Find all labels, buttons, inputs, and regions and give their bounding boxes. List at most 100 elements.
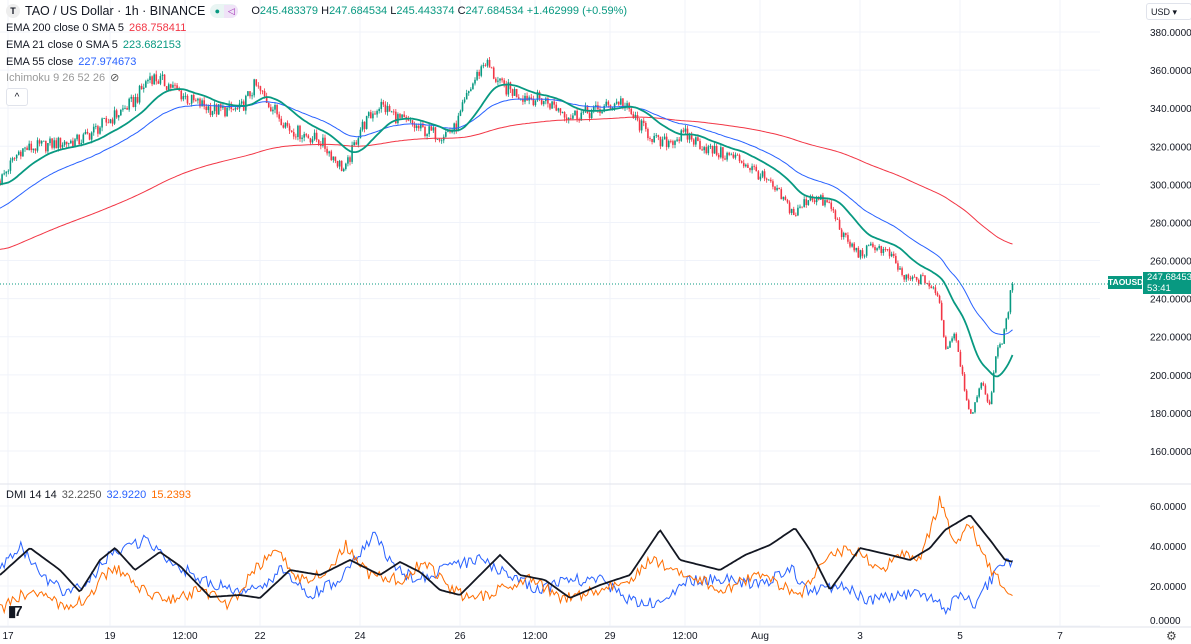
candle-body — [911, 276, 914, 280]
status-badge[interactable]: ● ◁ — [210, 4, 239, 18]
dmi-tick-label: 60.0000 — [1150, 502, 1187, 513]
price-tick-label: 340.000000 — [1150, 104, 1191, 115]
candle-body — [288, 125, 291, 131]
candle-body — [1011, 284, 1014, 291]
candle-body — [949, 341, 951, 348]
dmi-legend[interactable]: DMI 14 14 32.2250 32.9220 15.2393 — [6, 489, 192, 501]
candle-body — [838, 219, 841, 230]
candle-body — [811, 197, 814, 201]
candle-body — [824, 200, 826, 206]
ema21-legend[interactable]: EMA 21 close 0 SMA 5 223.682153 — [6, 39, 182, 51]
candle-body — [586, 105, 589, 114]
candle-body — [886, 249, 889, 250]
candle-body — [878, 246, 880, 249]
candle-body — [424, 126, 426, 137]
candle-body — [120, 109, 122, 116]
candle-body — [561, 112, 564, 113]
candle-body — [859, 250, 862, 258]
candle-body — [970, 409, 972, 414]
candle-body — [501, 78, 503, 81]
candle-body — [474, 79, 476, 84]
candle-body — [47, 143, 49, 152]
candle-body — [403, 114, 405, 117]
candle-body — [142, 87, 145, 90]
candle-body — [240, 101, 243, 104]
candle-body — [32, 148, 35, 151]
candle-body — [438, 139, 441, 141]
price-tick-label: 300.000000 — [1150, 180, 1191, 191]
eye-slash-icon[interactable]: ⊘ — [110, 72, 120, 84]
candle-body — [926, 282, 928, 284]
bar-countdown: 53:41 — [1147, 283, 1171, 294]
candle-body — [605, 101, 608, 106]
candle-body — [313, 132, 316, 140]
candle-body — [15, 154, 18, 159]
candle-body — [295, 136, 297, 138]
candle-body — [161, 74, 164, 77]
candle-body — [938, 295, 941, 303]
candle-body — [478, 71, 480, 76]
candle-body — [105, 118, 108, 123]
candle-body — [622, 98, 624, 109]
candle-body — [484, 65, 487, 67]
candle-body — [363, 121, 366, 129]
time-tick-label: 12:00 — [172, 631, 197, 642]
candle-body — [657, 135, 660, 137]
candle-body — [184, 95, 187, 97]
candle-body — [759, 176, 762, 180]
candle-body — [467, 91, 470, 94]
candle-body — [670, 140, 672, 142]
candle-body — [701, 149, 703, 151]
candle-body — [78, 134, 80, 145]
candle-body — [709, 145, 712, 147]
dmi-tick-label: 0.0000 — [1150, 616, 1181, 627]
tradingview-logo[interactable]: ▮7 — [8, 603, 23, 620]
candle-body — [117, 115, 120, 118]
candle-body — [265, 96, 268, 103]
candle-body — [1007, 312, 1010, 319]
candle-body — [765, 178, 768, 180]
candle-body — [892, 253, 895, 256]
candle-body — [853, 243, 855, 251]
candle-body — [655, 135, 658, 137]
candle-body — [199, 98, 201, 107]
candle-body — [988, 401, 991, 405]
candle-body — [751, 166, 753, 171]
candle-body — [861, 250, 864, 256]
gear-icon[interactable]: ⚙ — [1166, 629, 1177, 643]
candle-body — [982, 383, 985, 386]
candle-body — [349, 157, 351, 162]
candle-body — [382, 101, 385, 105]
candle-body — [530, 97, 533, 99]
candle-body — [732, 154, 735, 158]
ema200-legend[interactable]: EMA 200 close 0 SMA 5 268.758411 — [6, 22, 187, 34]
candle-body — [542, 101, 545, 105]
candle-body — [153, 74, 155, 85]
candle-body — [434, 127, 437, 140]
candle-body — [905, 274, 908, 280]
candle-body — [976, 396, 978, 403]
candle-body — [661, 139, 664, 147]
currency-button[interactable]: USD ▾ — [1146, 3, 1191, 20]
candle-body — [370, 112, 372, 119]
candle-body — [249, 91, 251, 97]
candle-body — [526, 95, 528, 101]
candle-body — [728, 152, 730, 155]
ema55-legend[interactable]: EMA 55 close 227.974673 — [6, 56, 137, 68]
candle-body — [707, 146, 710, 154]
last-price-tag: 247.68453453:41 — [1143, 272, 1191, 294]
candle-body — [130, 96, 133, 99]
candle-body — [355, 142, 358, 145]
candle-body — [138, 85, 141, 103]
candle-body — [180, 90, 183, 100]
symbol-title[interactable]: TAO / US Dollar · 1h · BINANCE — [25, 3, 206, 18]
ichimoku-legend[interactable]: Ichimoku 9 26 52 26 ⊘ — [6, 72, 120, 84]
candle-body — [357, 138, 360, 145]
candle-body — [780, 189, 783, 200]
collapse-legend-button[interactable]: ^ — [6, 88, 28, 106]
candle-body — [974, 402, 976, 413]
candle-body — [590, 110, 593, 118]
candle-body — [907, 274, 910, 279]
candle-body — [674, 140, 676, 145]
